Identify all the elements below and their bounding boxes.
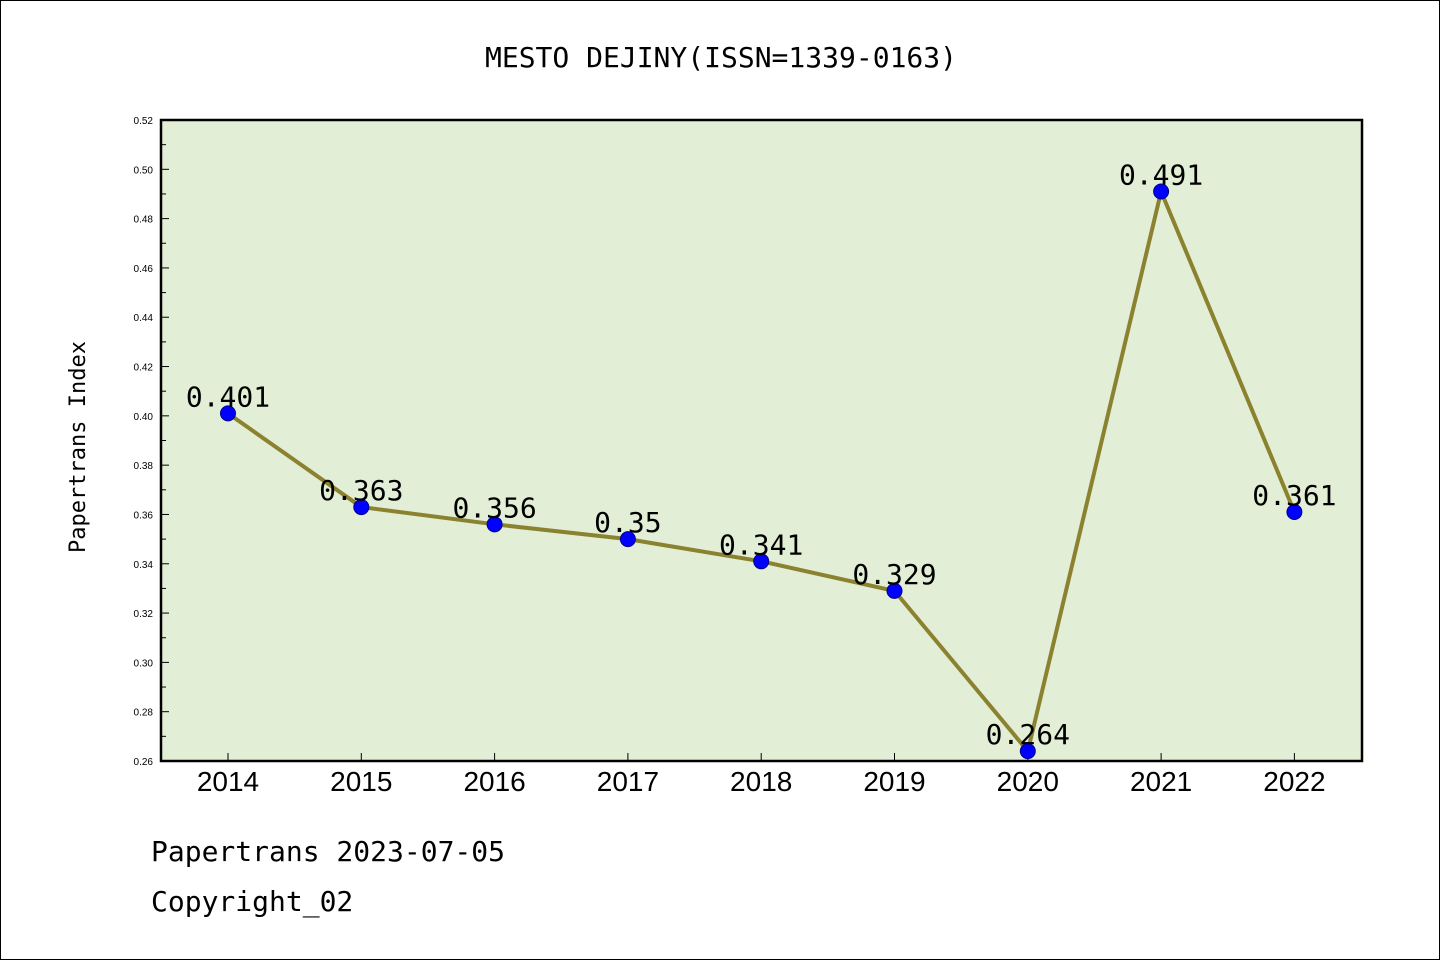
data-label: 0.356 <box>452 491 536 524</box>
y-tick-label: 0.32 <box>134 609 154 620</box>
data-label: 0.363 <box>319 474 403 507</box>
plot-area <box>159 118 1364 763</box>
data-point <box>353 499 370 516</box>
data-point <box>886 582 903 599</box>
y-tick-label: 0.38 <box>134 461 154 472</box>
data-point <box>1019 743 1036 760</box>
data-label: 0.35 <box>594 506 661 539</box>
y-tick-label: 0.50 <box>134 165 154 176</box>
data-point <box>753 553 770 570</box>
y-tick-label: 0.40 <box>134 412 154 423</box>
data-point <box>1153 183 1170 200</box>
data-points <box>220 183 1303 760</box>
x-tick-label: 2018 <box>730 766 792 797</box>
y-axis-label: Papertrans Index <box>66 341 91 553</box>
data-label: 0.361 <box>1252 479 1336 512</box>
x-tick-label: 2021 <box>1130 766 1192 797</box>
x-tick-label: 2022 <box>1263 766 1325 797</box>
data-label: 0.264 <box>986 718 1070 751</box>
data-point <box>619 531 636 548</box>
x-tick-label: 2019 <box>863 766 925 797</box>
data-label: 0.329 <box>852 558 936 591</box>
y-tick-label: 0.52 <box>134 116 154 127</box>
data-labels: 0.401 0.363 0.356 0.35 0.341 0.329 0.264 0.491 0… <box>186 158 1337 751</box>
footer-copyright: Copyright_02 <box>151 885 354 918</box>
data-label: 0.491 <box>1119 158 1203 191</box>
x-axis: 2014 2015 2016 2017 2018 2019 2020 2021 2022 <box>197 753 1326 797</box>
chart-title: MESTO DEJINY(ISSN=1339-0163) <box>485 41 957 74</box>
y-tick-label: 0.46 <box>134 264 154 275</box>
data-point <box>486 516 503 533</box>
y-tick-label: 0.30 <box>134 658 154 669</box>
data-label: 0.341 <box>719 528 803 561</box>
x-tick-label: 2014 <box>197 766 259 797</box>
data-point <box>1286 503 1303 520</box>
footer-date: Papertrans 2023-07-05 <box>151 835 506 868</box>
x-tick-label: 2015 <box>330 766 392 797</box>
x-tick-label: 2016 <box>463 766 525 797</box>
x-tick-label: 2020 <box>997 766 1059 797</box>
data-label: 0.401 <box>186 380 270 413</box>
y-tick-label: 0.48 <box>134 215 154 226</box>
x-tick-label: 2017 <box>597 766 659 797</box>
y-axis: 0.26 0.28 0.30 0.32 0.34 0.36 0.38 0.40 0.42 0.44… <box>134 116 169 768</box>
data-point <box>220 405 236 422</box>
y-tick-label: 0.26 <box>134 757 154 768</box>
y-tick-label: 0.28 <box>134 708 154 719</box>
y-tick-label: 0.42 <box>134 363 154 374</box>
y-tick-label: 0.44 <box>134 313 154 324</box>
y-tick-label: 0.34 <box>134 560 154 571</box>
y-tick-label: 0.36 <box>134 510 154 521</box>
